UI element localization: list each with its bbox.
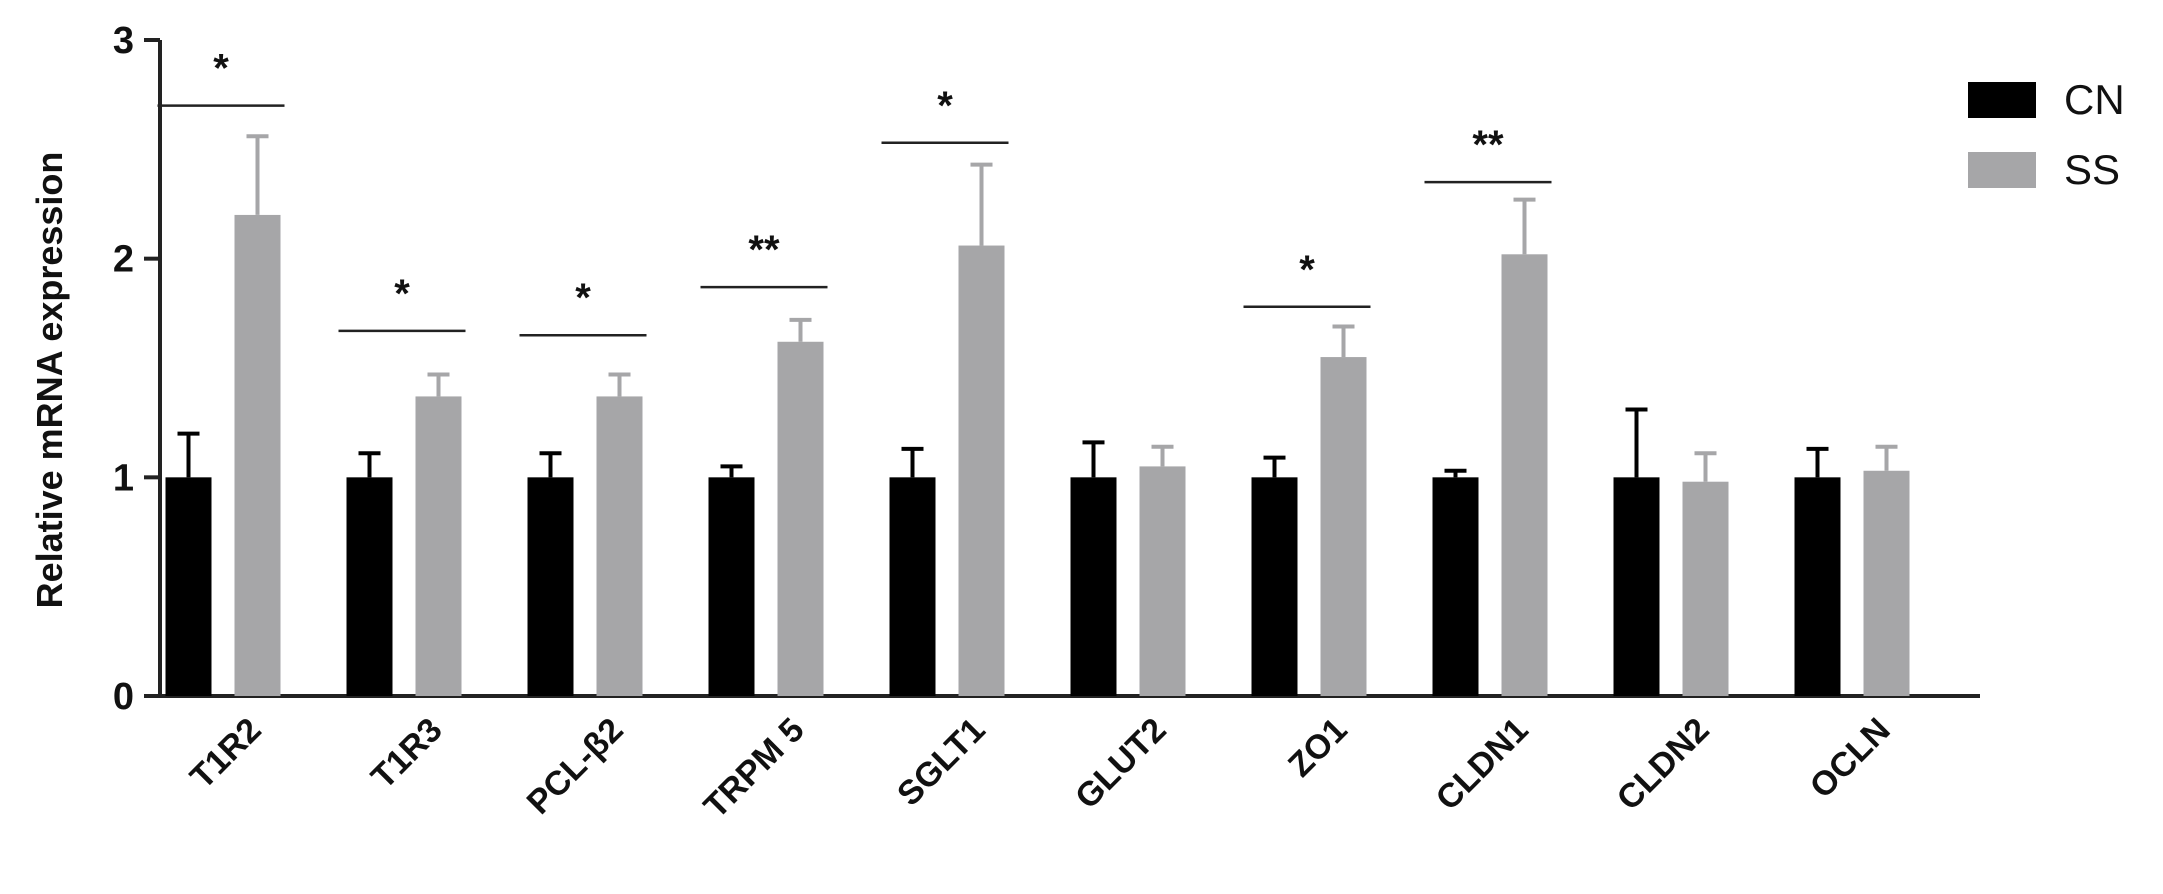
x-tick-label: CLDN2 xyxy=(1610,711,1717,818)
legend-swatch-ss xyxy=(1968,152,2036,188)
significance-label: * xyxy=(213,47,229,91)
legend-swatch-cn xyxy=(1968,82,2036,118)
y-tick-label: 3 xyxy=(113,20,134,62)
significance-label: * xyxy=(575,276,591,320)
bar-ss xyxy=(234,214,281,696)
bar-cn xyxy=(165,477,212,696)
y-axis-label: Relative mRNA expression xyxy=(29,152,70,609)
x-tick-label: PCL-β2 xyxy=(520,711,631,822)
x-tick-label: TRPM 5 xyxy=(697,711,812,826)
legend-label-ss: SS xyxy=(2064,146,2120,193)
bar-cn xyxy=(1794,477,1841,696)
significance-label: ** xyxy=(1472,123,1504,167)
bar-ss xyxy=(1139,466,1186,696)
x-tick-label: ZO1 xyxy=(1281,711,1355,785)
bar-ss xyxy=(777,341,824,696)
bar-ss xyxy=(596,396,643,696)
x-tick-label: SGLT1 xyxy=(890,711,993,814)
bar-cn xyxy=(1613,477,1660,696)
bar-ss xyxy=(1863,470,1910,696)
y-tick-label: 2 xyxy=(113,239,134,281)
bar-cn xyxy=(346,477,393,696)
bar-ss xyxy=(1501,254,1548,696)
significance-label: * xyxy=(1299,248,1315,292)
bar-cn xyxy=(527,477,574,696)
bar-ss xyxy=(415,396,462,696)
significance-label: * xyxy=(394,272,410,316)
bar-cn xyxy=(1432,477,1479,696)
bar-ss xyxy=(1320,357,1367,696)
significance-label: ** xyxy=(748,228,780,272)
x-tick-label: CLDN1 xyxy=(1429,711,1536,818)
bar-ss xyxy=(958,245,1005,696)
bar-cn xyxy=(708,477,755,696)
bar-cn xyxy=(1251,477,1298,696)
x-tick-label: GLUT2 xyxy=(1068,711,1174,817)
y-tick-label: 1 xyxy=(113,457,134,499)
bar-cn xyxy=(889,477,936,696)
bar-cn xyxy=(1070,477,1117,696)
x-tick-label: OCLN xyxy=(1803,711,1898,806)
bar-ss xyxy=(1682,481,1729,696)
legend-label-cn: CN xyxy=(2064,76,2125,123)
x-tick-label: T1R3 xyxy=(364,711,450,797)
y-tick-label: 0 xyxy=(113,676,134,718)
x-tick-label: T1R2 xyxy=(183,711,269,797)
significance-label: * xyxy=(937,84,953,128)
